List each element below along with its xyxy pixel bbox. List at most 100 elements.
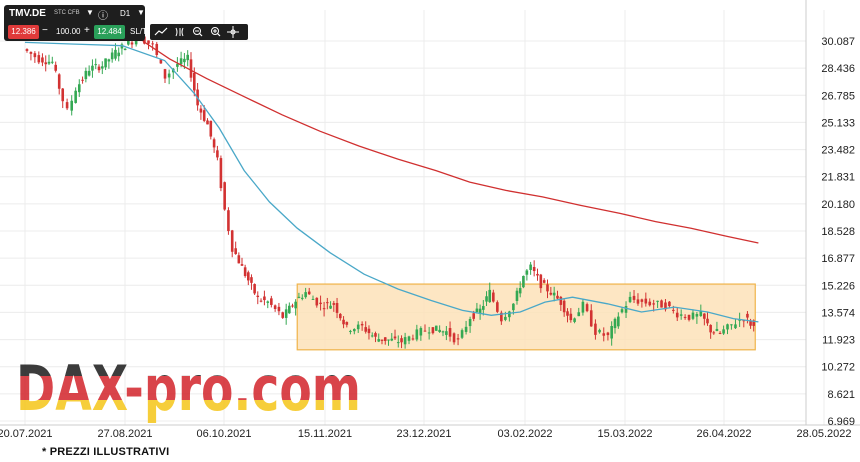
crosshair-icon[interactable]: [227, 26, 239, 38]
date-tick-label: 26.04.2022: [696, 428, 751, 440]
candle-body: [349, 330, 352, 332]
date-tick-label: 06.10.2021: [196, 428, 251, 440]
candle-body: [237, 255, 241, 264]
candle-body: [431, 327, 435, 334]
candle-body: [159, 59, 163, 64]
candle-body: [679, 314, 683, 316]
candle-body: [281, 312, 285, 318]
candle-body: [581, 301, 585, 313]
zoom-in-icon[interactable]: [211, 27, 221, 37]
candle-body: [81, 79, 84, 81]
candle-body: [703, 313, 706, 319]
price-tick-label: 13.574: [821, 307, 855, 319]
ema-slow-line: [116, 18, 759, 244]
candle-body: [542, 280, 546, 283]
candle-body: [356, 324, 360, 330]
timeframe-dropdown-icon[interactable]: ▼: [137, 8, 145, 17]
candle-body: [730, 324, 733, 326]
candle-body: [726, 324, 729, 330]
candle-body: [712, 332, 716, 334]
chart-tools: [150, 24, 248, 40]
buy-button[interactable]: 12.484: [94, 25, 125, 39]
candle-body: [508, 311, 511, 318]
candle-body: [448, 328, 452, 337]
candle-body: [482, 306, 485, 310]
candle-body: [610, 326, 613, 339]
candle-body: [419, 328, 423, 336]
candle-body: [370, 335, 374, 337]
candle-body: [117, 52, 121, 57]
candle-body: [179, 58, 183, 65]
date-axis[interactable]: 20.07.2021 27.08.2021 06.10.2021 15.11.2021…: [0, 428, 852, 440]
candle-body: [212, 139, 216, 148]
candle-body: [438, 329, 441, 333]
candle-body: [250, 277, 253, 283]
candle-body: [300, 297, 304, 299]
candle-body: [636, 299, 640, 304]
candle-body: [488, 289, 492, 303]
candle-body: [598, 329, 601, 333]
price-chart[interactable]: DAX-pro.com 30.087 28.436 26.785 25.133 23.4…: [0, 0, 860, 440]
price-axis[interactable]: 30.087 28.436 26.785 25.133 23.482 21.831 20.1…: [821, 36, 855, 428]
candle-body: [566, 311, 569, 316]
sltp-button[interactable]: SL/TP: [130, 27, 153, 36]
increase-quantity-button[interactable]: +: [84, 25, 90, 36]
candle-body: [515, 290, 519, 301]
sell-button[interactable]: 12.386: [8, 25, 39, 39]
candle-body: [559, 296, 563, 305]
date-tick-label: 15.03.2022: [597, 428, 652, 440]
grid: [0, 0, 860, 426]
trading-toolbar: TMV.DE STC CFB ▼ ⓘ D1 ▼ 12.386 − 100.00 …: [4, 5, 152, 41]
candle-body: [628, 296, 632, 303]
price-tick-label: 26.785: [821, 90, 855, 102]
timeframe-label[interactable]: D1: [120, 9, 131, 18]
indicator-icon[interactable]: [175, 27, 184, 37]
price-tick-label: 15.226: [821, 280, 855, 292]
moving-averages: [24, 18, 759, 323]
candle-body: [512, 303, 515, 311]
info-icon[interactable]: ⓘ: [98, 11, 108, 22]
candle-body: [297, 296, 301, 298]
candle-body: [219, 158, 223, 189]
candle-body: [549, 292, 553, 295]
candle-body: [360, 323, 364, 326]
candle-body: [585, 304, 589, 312]
candle-body: [396, 342, 400, 344]
candle-body: [256, 295, 260, 298]
candle-body: [478, 308, 482, 314]
candle-body: [390, 338, 394, 341]
candle-body: [87, 70, 91, 76]
candle-body: [468, 318, 472, 327]
order-row: 12.386 − 100.00 + 12.484 SL/TP: [4, 24, 152, 41]
candle-body: [393, 336, 397, 339]
candle-body: [660, 300, 663, 308]
candle-body: [485, 296, 488, 302]
candle-body: [624, 306, 628, 313]
quantity-field[interactable]: 100.00: [56, 27, 81, 36]
candle-body: [529, 264, 532, 270]
candle-body: [277, 306, 281, 312]
candle-body: [525, 270, 529, 275]
candle-body: [209, 120, 213, 137]
candle-body: [176, 63, 179, 67]
candle-body: [230, 230, 234, 252]
zoom-out-icon[interactable]: [193, 27, 203, 37]
candle-body: [569, 313, 573, 321]
date-tick-label: 20.07.2021: [0, 428, 53, 440]
chart-canvas[interactable]: DAX-pro.com 30.087 28.436 26.785 25.133 23.4…: [0, 0, 860, 440]
candle-body: [672, 309, 675, 311]
candle-body: [107, 59, 111, 62]
decrease-quantity-button[interactable]: −: [42, 25, 48, 36]
candle-body: [51, 61, 54, 63]
candle-body: [167, 73, 171, 78]
candle-body: [687, 314, 691, 320]
candle-body: [577, 312, 581, 317]
candle-body: [130, 42, 134, 45]
line-chart-icon[interactable]: [154, 27, 168, 36]
symbol-label[interactable]: TMV.DE: [9, 8, 46, 19]
symbol-dropdown-icon[interactable]: ▼: [86, 8, 94, 17]
footer-disclaimer: * PREZZI ILLUSTRATIVI: [42, 446, 170, 458]
candle-body: [227, 210, 230, 232]
price-tick-label: 30.087: [821, 36, 855, 48]
candle-body: [247, 272, 250, 281]
